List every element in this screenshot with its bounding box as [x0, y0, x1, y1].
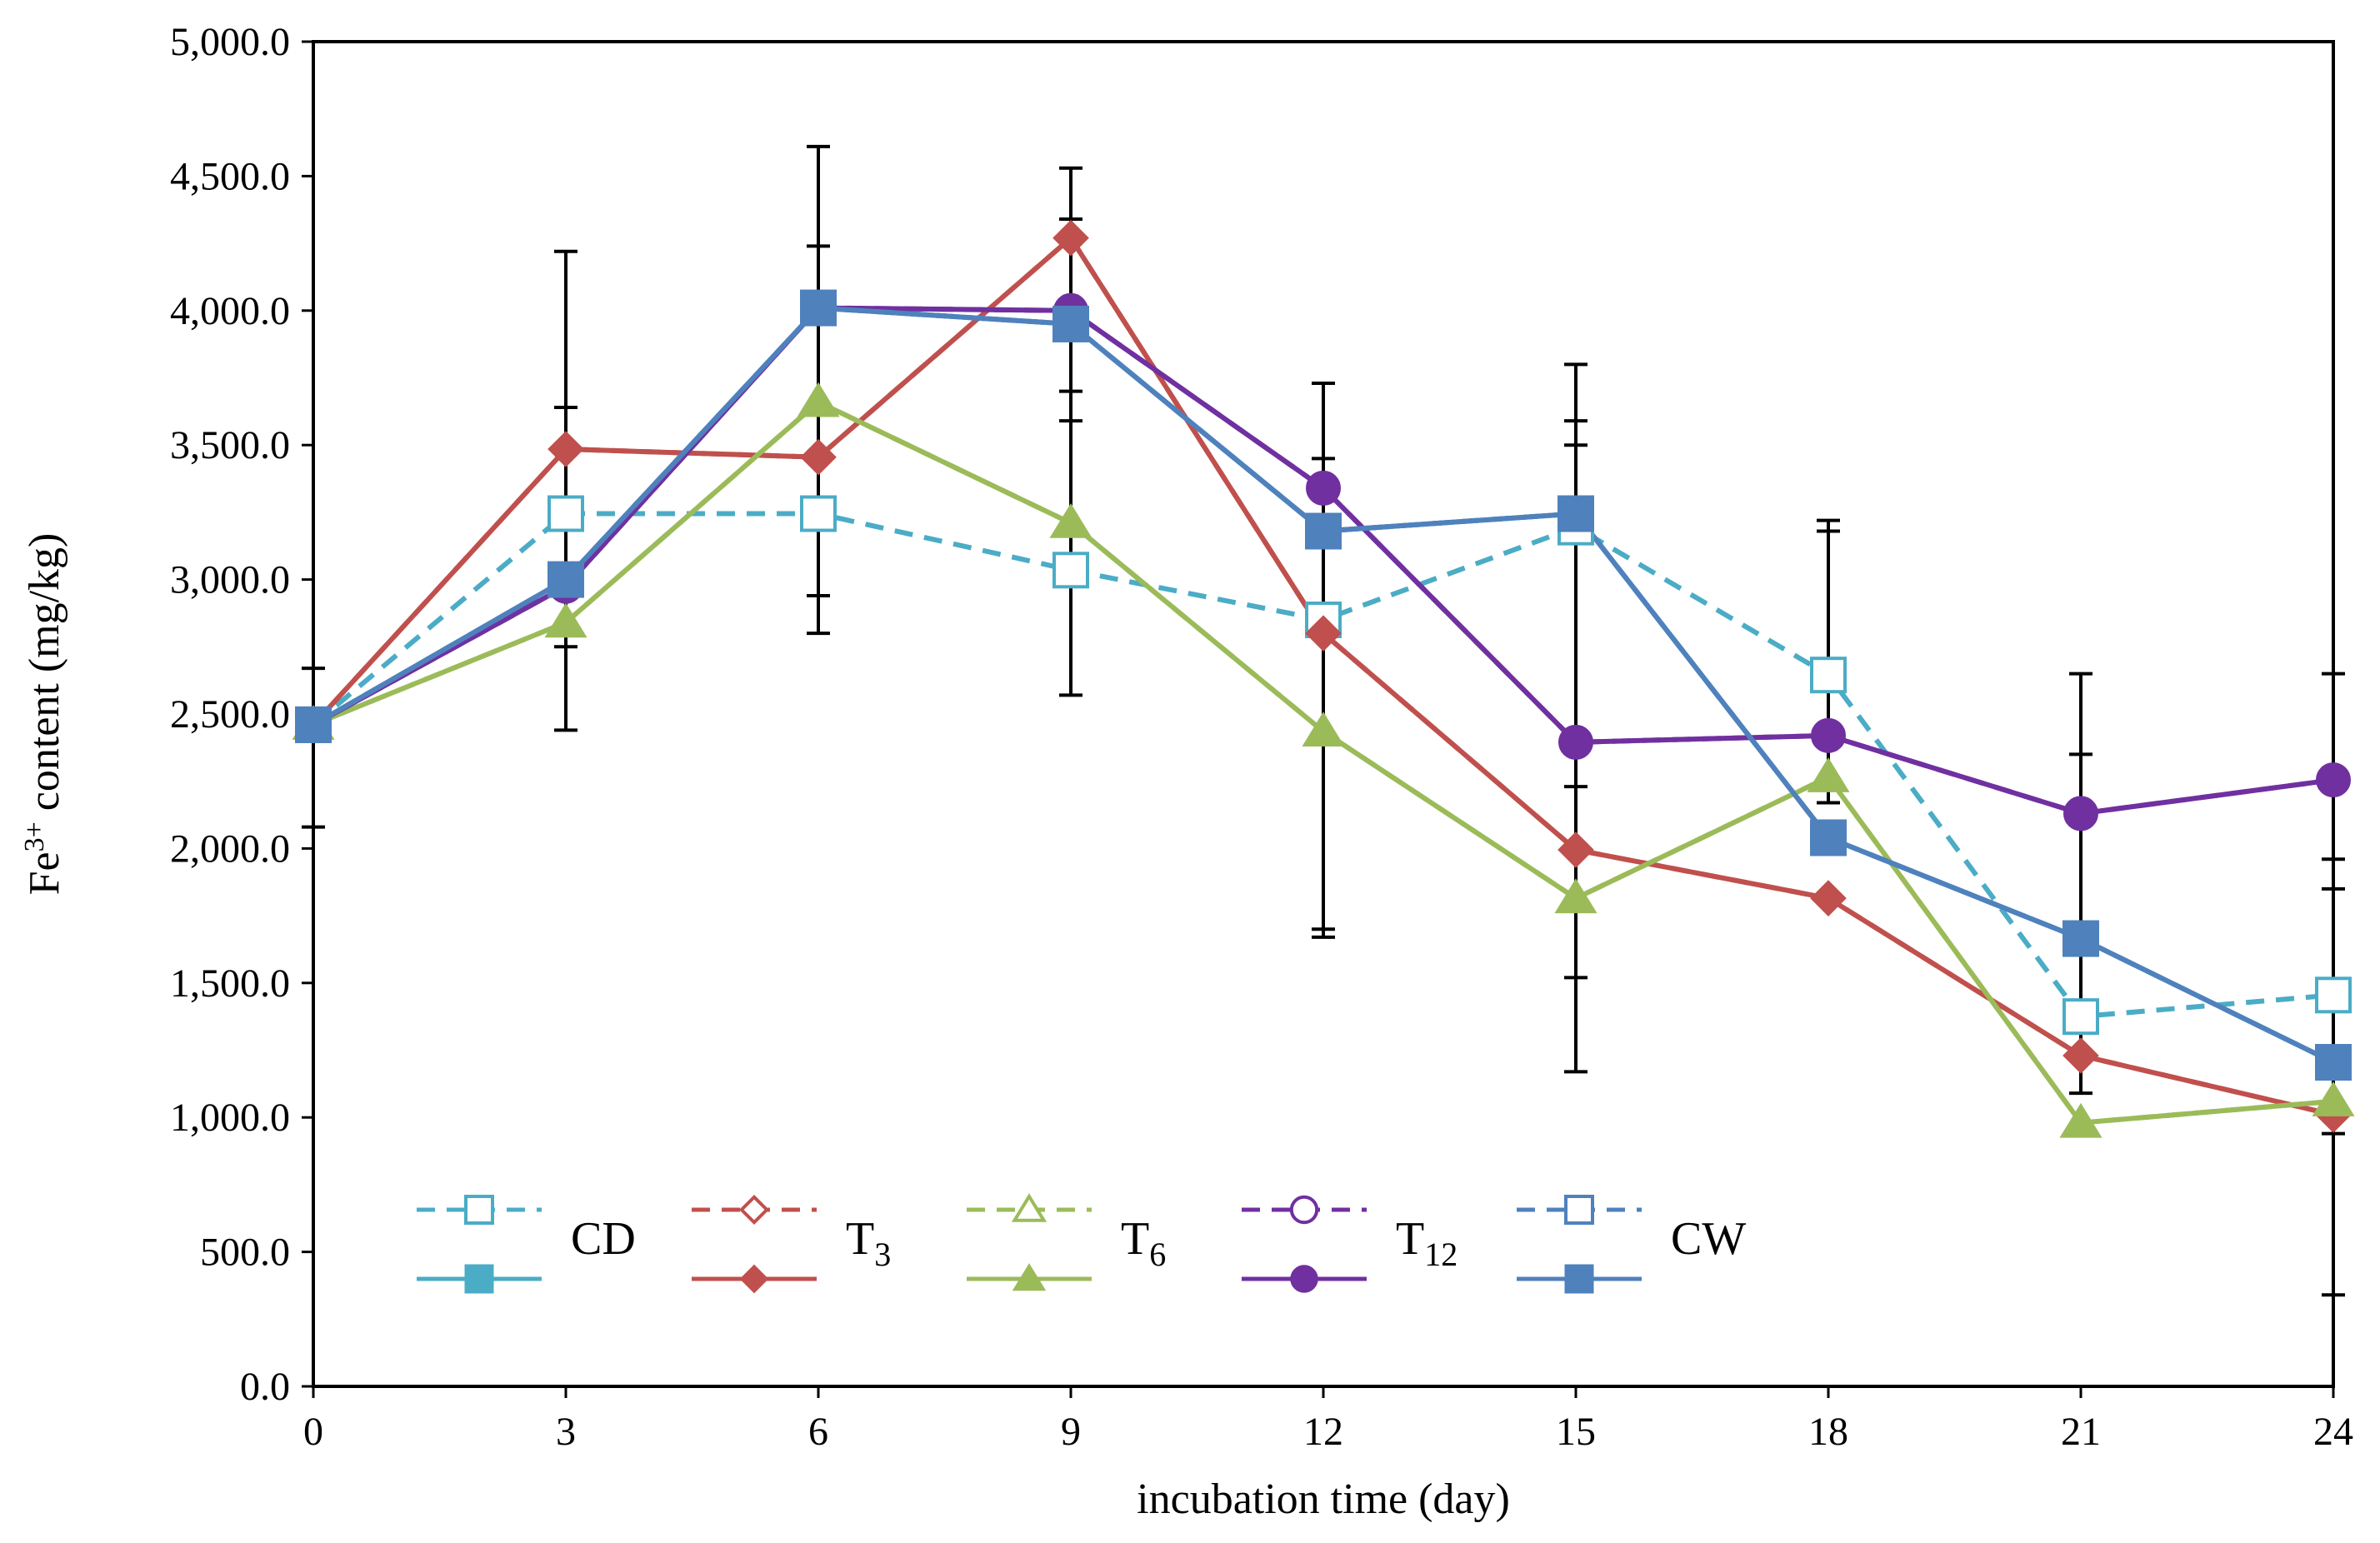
- y-tick-label: 4,500.0: [170, 154, 290, 198]
- data-point-t3-filled: [1305, 616, 1342, 652]
- x-tick-label: 9: [1061, 1410, 1081, 1454]
- data-point-t3-filled: [548, 431, 584, 467]
- data-point-t6-filled: [1050, 503, 1092, 538]
- x-tick-label: 21: [2061, 1410, 2101, 1454]
- data-point-t6-filled: [1808, 757, 1849, 792]
- data-point-t3-filled: [2062, 1037, 2099, 1074]
- data-point-cw-filled: [800, 290, 837, 327]
- legend-label-main: CD: [571, 1213, 636, 1265]
- legend-marker-t6: [1011, 1193, 1048, 1222]
- data-point-t12-filled: [1811, 718, 1846, 753]
- legend-label-main: CW: [1671, 1213, 1746, 1265]
- data-point-t6-filled: [1555, 879, 1597, 913]
- data-point-t3-filled: [1810, 880, 1847, 916]
- legend-label-main: T: [1396, 1213, 1424, 1265]
- data-point-t3-filled: [1052, 220, 1089, 256]
- legend-marker-t12: [1289, 1195, 1319, 1225]
- y-tick-label: 0.0: [240, 1365, 290, 1409]
- legend-label-t6: T6: [1121, 1213, 1166, 1273]
- y-tick-label: 3,000.0: [170, 558, 290, 602]
- data-point-t3-filled: [800, 439, 837, 475]
- data-point-cd-open: [548, 495, 584, 532]
- data-point-cd-open: [1052, 552, 1089, 589]
- legend: CD T3 T6 T12 CW: [417, 1193, 1746, 1294]
- x-tick-label: 18: [1808, 1410, 1848, 1454]
- y-tick-label: 2,500.0: [170, 692, 290, 737]
- y-axis-title-superscript: 3+: [19, 821, 50, 851]
- data-point-cw-filled: [2315, 1044, 2352, 1081]
- x-axis-title: incubation time (day): [1137, 1476, 1510, 1523]
- data-point-cw-filled: [2062, 921, 2099, 957]
- x-tick-label: 3: [556, 1410, 576, 1454]
- legend-marker-t6: [1012, 1263, 1047, 1291]
- data-point-cw-filled: [548, 562, 584, 598]
- data-point-t3-filled: [1558, 831, 1594, 868]
- data-point-cw-filled: [1305, 512, 1342, 549]
- legend-label-cw: CW: [1671, 1213, 1746, 1265]
- data-point-cd-open: [2062, 998, 2099, 1036]
- legend-label-t12: T12: [1396, 1213, 1458, 1273]
- x-axis-ticks: 0 3 6 9 12 15 18 21 24: [303, 1386, 2353, 1454]
- data-point-cw-filled: [1810, 819, 1847, 856]
- y-axis-title: Fe3+ content (mg/kg): [19, 533, 68, 896]
- x-tick-label: 12: [1303, 1410, 1343, 1454]
- y-tick-label: 2,000.0: [170, 826, 290, 871]
- y-axis-title-base: Fe: [21, 851, 68, 895]
- y-tick-label: 4,000.0: [170, 289, 290, 333]
- y-tick-label: 3,500.0: [170, 423, 290, 467]
- legend-label-main: T: [846, 1213, 874, 1265]
- y-tick-label: 1,000.0: [170, 1096, 290, 1140]
- data-point-t6-filled: [545, 603, 587, 637]
- data-point-t12-filled: [2316, 762, 2351, 797]
- legend-marker-t3: [739, 1264, 769, 1294]
- data-point-t6-filled: [798, 382, 839, 417]
- y-axis-title-rest: content (mg/kg): [21, 533, 68, 822]
- legend-label-subscript: 3: [874, 1236, 891, 1273]
- data-point-cd-open: [1810, 657, 1847, 694]
- data-point-t12-filled: [2063, 796, 2098, 831]
- y-tick-label: 1,500.0: [170, 961, 290, 1006]
- legend-label-subscript: 12: [1424, 1236, 1458, 1273]
- x-tick-label: 6: [808, 1410, 828, 1454]
- data-point-cw-filled: [1052, 306, 1089, 342]
- x-tick-label: 15: [1556, 1410, 1596, 1454]
- data-point-t6-filled: [2060, 1103, 2102, 1138]
- data-point-t12-filled: [1558, 725, 1593, 760]
- x-tick-label: 24: [2313, 1410, 2353, 1454]
- y-axis-ticks: 0.0 500.0 1,000.0 1,500.0 2,000.0 2,500.0 3,00…: [170, 20, 313, 1409]
- data-point-t6-filled: [2312, 1081, 2354, 1116]
- data-point-cd-open: [2315, 976, 2352, 1014]
- legend-label-t3: T3: [846, 1213, 891, 1273]
- legend-label-subscript: 6: [1149, 1236, 1166, 1273]
- legend-marker-cd: [464, 1264, 494, 1294]
- data-point-cw-filled: [1558, 496, 1594, 532]
- legend-marker-cw: [1564, 1195, 1594, 1225]
- series-markers: [292, 219, 2355, 1138]
- legend-marker-t3: [738, 1194, 770, 1226]
- data-point-cd-open: [800, 495, 837, 532]
- legend-marker-cw: [1564, 1264, 1594, 1294]
- legend-label-cd: CD: [571, 1213, 636, 1265]
- data-point-cw-filled: [295, 707, 332, 743]
- legend-label-main: T: [1121, 1213, 1149, 1265]
- legend-marker-cd: [464, 1195, 494, 1225]
- y-tick-label: 500.0: [200, 1231, 290, 1275]
- legend-marker-t12: [1290, 1265, 1318, 1293]
- data-point-t12-filled: [1306, 471, 1341, 506]
- data-point-t6-filled: [1302, 712, 1344, 747]
- x-tick-label: 0: [303, 1410, 323, 1454]
- y-tick-label: 5,000.0: [170, 20, 290, 64]
